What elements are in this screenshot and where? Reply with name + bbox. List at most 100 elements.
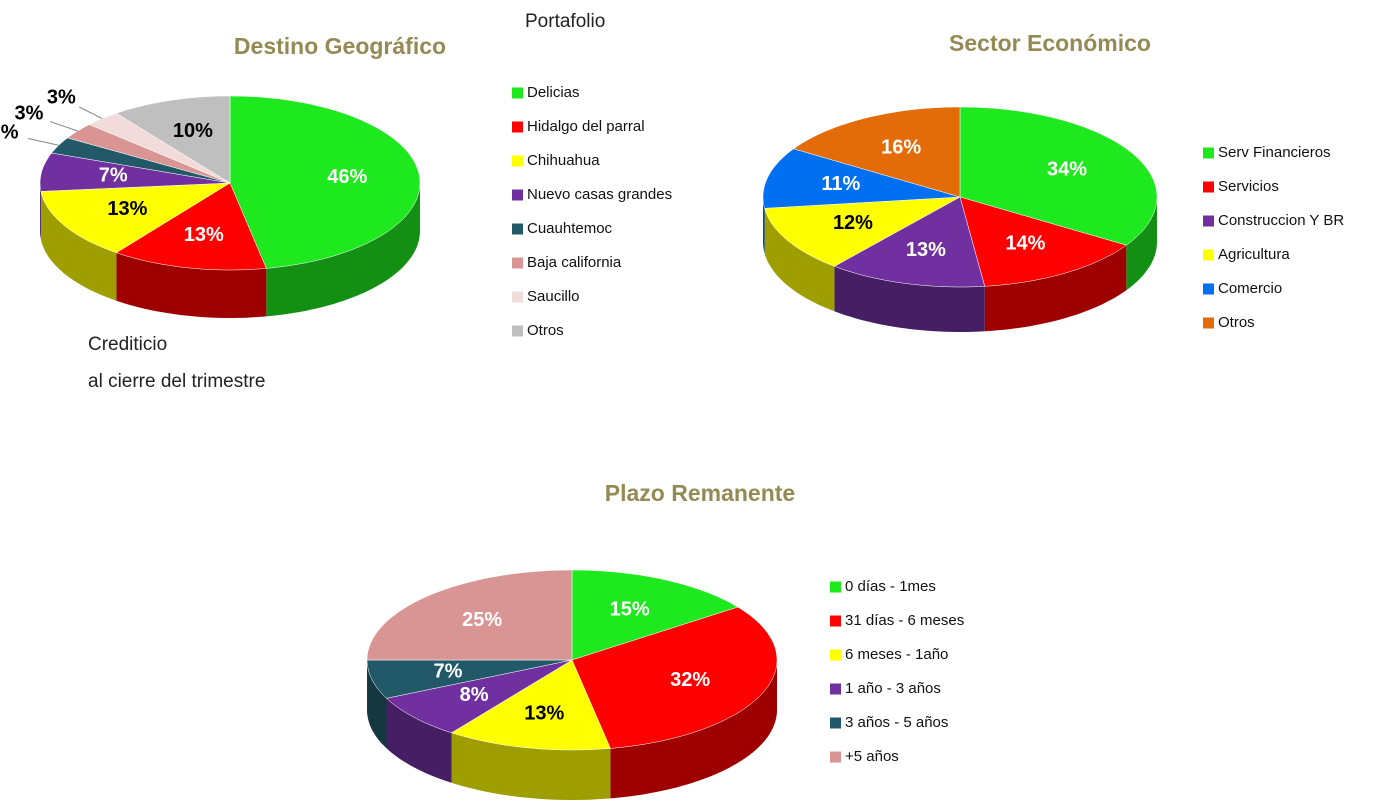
legend-label: 1 año - 3 años <box>845 680 941 697</box>
pie-slice <box>764 196 961 267</box>
leader-line <box>27 137 59 146</box>
legend-swatch <box>512 121 523 133</box>
data-label: 3% <box>15 103 44 125</box>
pie-slice <box>959 196 1127 287</box>
legend-swatch <box>830 683 841 695</box>
legend-label: Agricultura <box>1218 246 1290 263</box>
pie-slice <box>115 95 231 184</box>
legend-label: Nuevo casas grandes <box>527 186 672 203</box>
legend-swatch <box>1203 181 1214 193</box>
pie-slice <box>40 182 231 253</box>
data-label: 3% <box>47 86 76 108</box>
legend-swatch <box>1203 283 1214 295</box>
legend-label: 3 años - 5 años <box>845 714 948 731</box>
legend-swatch <box>512 257 523 269</box>
legend-swatch <box>1203 317 1214 329</box>
legend-label: 0 días - 1mes <box>845 578 936 595</box>
pie-slice <box>959 106 1158 246</box>
legend-label: Otros <box>1218 314 1255 331</box>
legend-swatch <box>1203 215 1214 227</box>
pie-side <box>367 660 387 749</box>
legend-swatch <box>512 189 523 201</box>
data-label: 32% <box>670 669 710 691</box>
pie-side <box>764 208 835 312</box>
data-label: 46% <box>327 166 367 188</box>
pie-slice <box>39 152 231 192</box>
data-label: 15% <box>610 599 650 621</box>
pie-slice <box>793 106 961 198</box>
legend-swatch <box>1203 249 1214 261</box>
legend-swatch <box>1203 147 1214 159</box>
data-label: 14% <box>1005 232 1045 254</box>
pie-sides <box>40 183 420 318</box>
pie-slice <box>229 95 421 269</box>
pie-slice <box>88 113 231 184</box>
legend-label: Hidalgo del parral <box>527 118 645 135</box>
legend-label: Baja california <box>527 254 622 271</box>
data-label: 8% <box>460 684 489 706</box>
data-label: 3% <box>0 121 19 143</box>
legend-swatch <box>830 717 841 729</box>
heading-line: al cierre del trimestre <box>88 371 265 392</box>
legend-label: Servicios <box>1218 178 1279 195</box>
legend-swatch <box>512 325 523 337</box>
pie-sides <box>763 197 1157 332</box>
legend-swatch <box>512 87 523 99</box>
legend-label: Delicias <box>527 84 580 101</box>
data-label: 16% <box>881 136 921 158</box>
pie-side <box>451 732 611 800</box>
pie-slice <box>571 606 778 749</box>
pie-slice <box>115 182 267 271</box>
legend-label: Construccion Y BR <box>1218 212 1344 229</box>
legend-label: Otros <box>527 322 564 339</box>
pie-side <box>266 183 420 317</box>
legend-label: Chihuahua <box>527 152 600 169</box>
pie-side <box>1126 197 1157 291</box>
pie-side <box>834 266 985 332</box>
legend-label: +5 años <box>845 748 899 765</box>
pie-side <box>116 252 267 318</box>
data-label: 13% <box>524 703 564 725</box>
pie-tops <box>762 106 1158 288</box>
pie-side <box>40 183 41 240</box>
legend-swatch <box>512 155 523 167</box>
data-label: 7% <box>99 164 128 186</box>
legend-swatch <box>830 615 841 627</box>
data-label: 25% <box>462 609 502 631</box>
leader-line <box>50 121 78 132</box>
pie-tops <box>39 95 421 271</box>
pie-slice <box>833 196 986 288</box>
pie-slice <box>762 148 961 209</box>
pie-side <box>610 660 777 799</box>
pie-slice <box>366 569 573 661</box>
pie-labels: 34% 14% 13% 12% 11% 16% <box>821 136 1087 260</box>
chart-title: Plazo Remanente <box>605 480 795 506</box>
chart-title: Destino Geográfico <box>234 33 446 59</box>
heading-line: Portafolio <box>525 11 605 32</box>
pie-sides <box>367 660 777 800</box>
legend-swatch <box>512 223 523 235</box>
legend-label: 6 meses - 1año <box>845 646 948 663</box>
pie-slice <box>450 659 611 751</box>
pie-tops <box>366 569 778 751</box>
pie-slice <box>385 659 573 734</box>
leader-line <box>79 106 103 120</box>
pie-side <box>984 245 1127 332</box>
pie-side <box>40 191 117 301</box>
legend-label: Saucillo <box>527 288 580 305</box>
legend-label: Comercio <box>1218 280 1282 297</box>
pie-side <box>763 197 765 254</box>
legend-swatch <box>830 751 841 763</box>
legend-swatch <box>512 291 523 303</box>
heading-line: Crediticio <box>88 334 167 355</box>
legend-swatch <box>830 581 841 593</box>
data-label: 13% <box>184 224 224 246</box>
legend-label: 31 días - 6 meses <box>845 612 964 629</box>
chart-title: Sector Económico <box>949 30 1151 56</box>
data-label: 34% <box>1047 158 1087 180</box>
data-label: 13% <box>107 198 147 220</box>
data-label: 11% <box>821 173 860 195</box>
pie-side <box>386 698 452 783</box>
data-label: 10% <box>173 120 213 142</box>
